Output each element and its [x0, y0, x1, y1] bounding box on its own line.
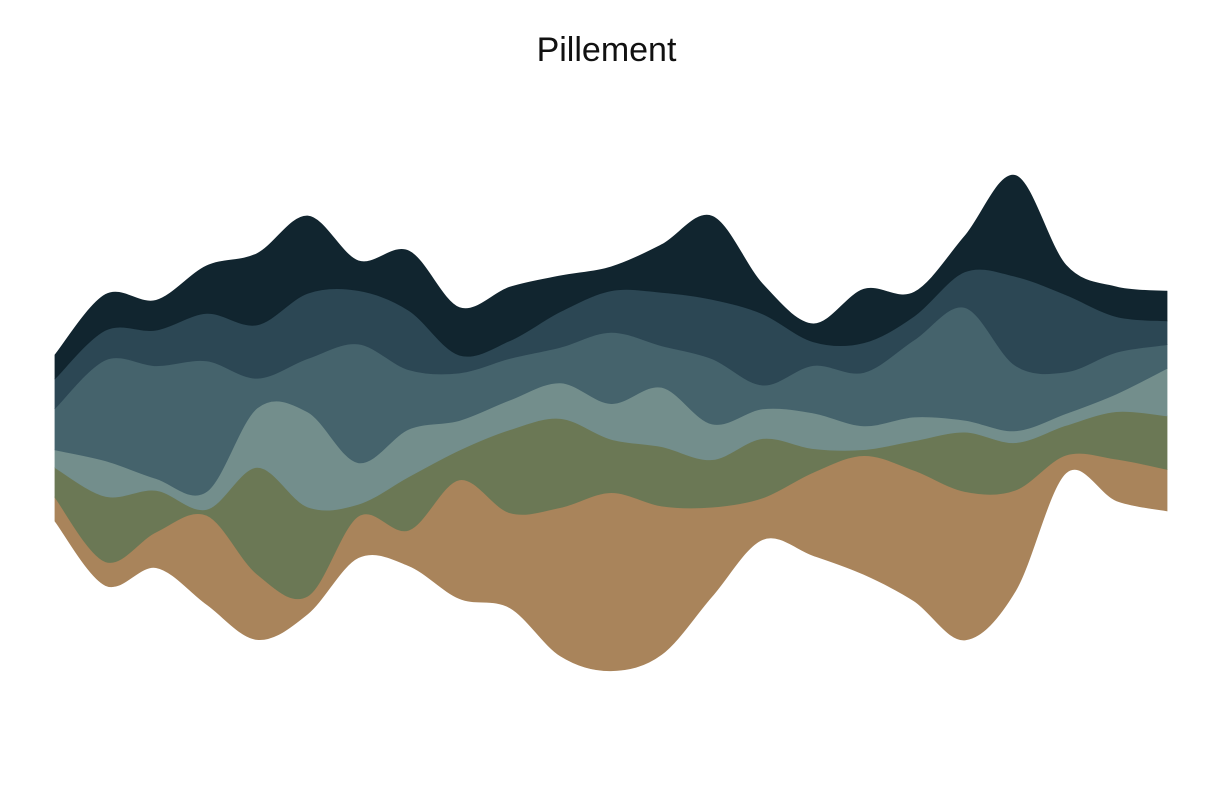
stream-layer-6: [54, 175, 1168, 380]
chart-title: Pillement: [536, 31, 677, 69]
stream-layers: [54, 175, 1168, 672]
